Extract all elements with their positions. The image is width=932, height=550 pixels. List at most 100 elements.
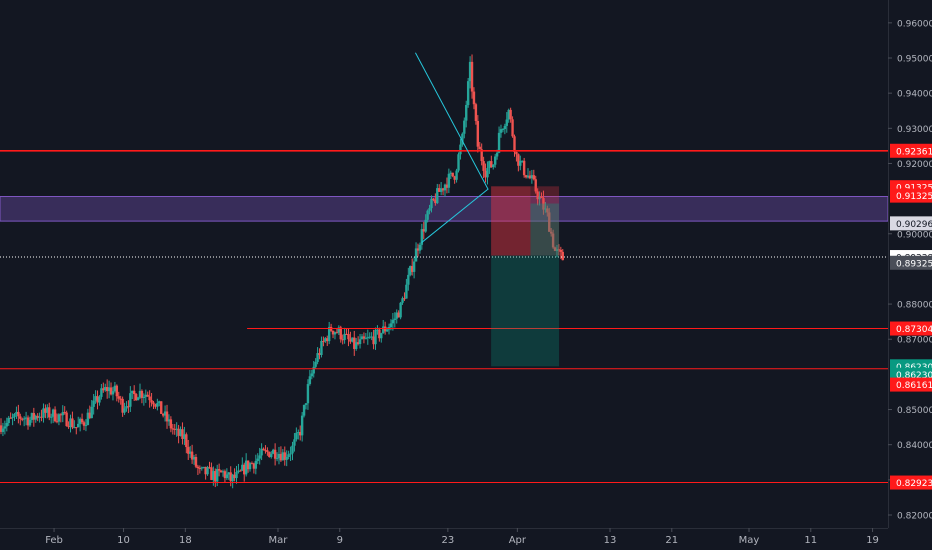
candle-body: [256, 458, 259, 461]
candle-body: [154, 404, 157, 407]
stop-loss-box-inner: [491, 186, 531, 256]
candle-body: [327, 326, 331, 342]
candle-body: [561, 251, 564, 261]
candle-body: [123, 408, 126, 413]
candle-body: [235, 472, 238, 479]
candle-body: [133, 390, 136, 395]
candle-body: [287, 454, 290, 458]
candle-body: [115, 385, 119, 397]
y-tick-label: 0.92000: [897, 160, 932, 170]
candle-body: [185, 434, 188, 448]
candle-body: [134, 394, 138, 401]
candle-body: [341, 339, 344, 341]
candle-body: [71, 418, 74, 428]
y-tick-label: 0.88000: [897, 301, 932, 311]
candle-body: [422, 229, 425, 232]
stop-loss-box[interactable]: [491, 186, 560, 256]
candle-body: [534, 179, 537, 192]
short-position-tool: [491, 186, 560, 367]
candles: [0, 54, 564, 489]
candle-body: [57, 414, 61, 422]
take-profit-box[interactable]: [491, 255, 560, 367]
candle-body: [484, 170, 487, 178]
candle-body: [206, 467, 209, 475]
candle-body: [75, 427, 78, 429]
candle-body: [5, 422, 8, 427]
candle-body: [152, 402, 155, 405]
candle-body: [401, 298, 404, 303]
candle-body: [138, 390, 142, 398]
candle-body: [515, 151, 518, 155]
candle-body: [160, 401, 163, 414]
candle-body: [337, 327, 341, 333]
candle-body: [104, 387, 107, 391]
candle-body: [19, 416, 22, 419]
price-tag-label: 0.89325: [896, 259, 932, 269]
candle-body: [86, 412, 90, 426]
candle-body: [285, 457, 288, 460]
x-tick-label: 10: [117, 535, 130, 546]
candle-body: [470, 61, 474, 92]
candle-body: [49, 416, 53, 418]
candle-body: [509, 109, 512, 120]
candle-body: [271, 449, 275, 454]
candle-body: [210, 467, 213, 480]
candle-body: [368, 336, 371, 338]
candle-body: [347, 334, 350, 340]
candle-body: [436, 188, 439, 204]
candle-body: [237, 470, 240, 473]
candle-body: [326, 338, 329, 342]
candle-body: [289, 453, 292, 455]
candle-body: [216, 469, 219, 482]
candle-body: [544, 208, 547, 210]
candle-body: [349, 339, 352, 342]
candle-body: [300, 415, 304, 436]
candle-body: [416, 248, 420, 251]
candle-body: [409, 266, 412, 275]
candle-body: [281, 452, 285, 461]
candle-body: [121, 398, 124, 413]
candle-body: [84, 425, 88, 427]
candle-body: [167, 419, 171, 422]
candle-body: [439, 188, 443, 192]
candle-body: [314, 361, 317, 367]
candle-body: [490, 161, 493, 168]
candle-body: [482, 161, 485, 171]
candle-body: [293, 439, 296, 446]
candle-body: [173, 428, 176, 430]
candle-body: [42, 408, 45, 418]
candle-body: [355, 342, 358, 349]
resistance-zone[interactable]: [0, 196, 889, 222]
x-tick-label: Mar: [269, 535, 289, 546]
candle-body: [163, 411, 167, 416]
candle-body: [486, 168, 489, 178]
candle-body: [528, 175, 532, 179]
candle-body: [208, 467, 211, 469]
candle-body: [225, 474, 229, 479]
price-tag: 0.86161: [890, 377, 932, 392]
candle-body: [146, 394, 149, 397]
candle-body: [538, 196, 541, 200]
candle-body: [233, 474, 236, 479]
candle-body: [231, 474, 234, 482]
candle-body: [125, 406, 128, 409]
y-tick-label: 0.96000: [897, 19, 932, 29]
candle-body: [497, 132, 501, 153]
candle-body: [530, 175, 534, 179]
candle-body: [63, 412, 66, 414]
x-tick-label: Apr: [509, 535, 527, 546]
candle-body: [503, 125, 507, 130]
candle-body: [212, 471, 215, 480]
candle-body: [270, 453, 273, 458]
candle-body: [171, 428, 175, 430]
x-tick-label: 21: [665, 535, 678, 546]
candle-body: [517, 154, 520, 166]
triangle-drawing[interactable]: [414, 52, 489, 243]
candle-body: [21, 418, 24, 420]
candle-body: [418, 244, 422, 251]
candle-body: [549, 231, 553, 234]
candle-body: [179, 429, 182, 436]
candle-body: [553, 247, 557, 251]
candle-body: [169, 419, 173, 429]
